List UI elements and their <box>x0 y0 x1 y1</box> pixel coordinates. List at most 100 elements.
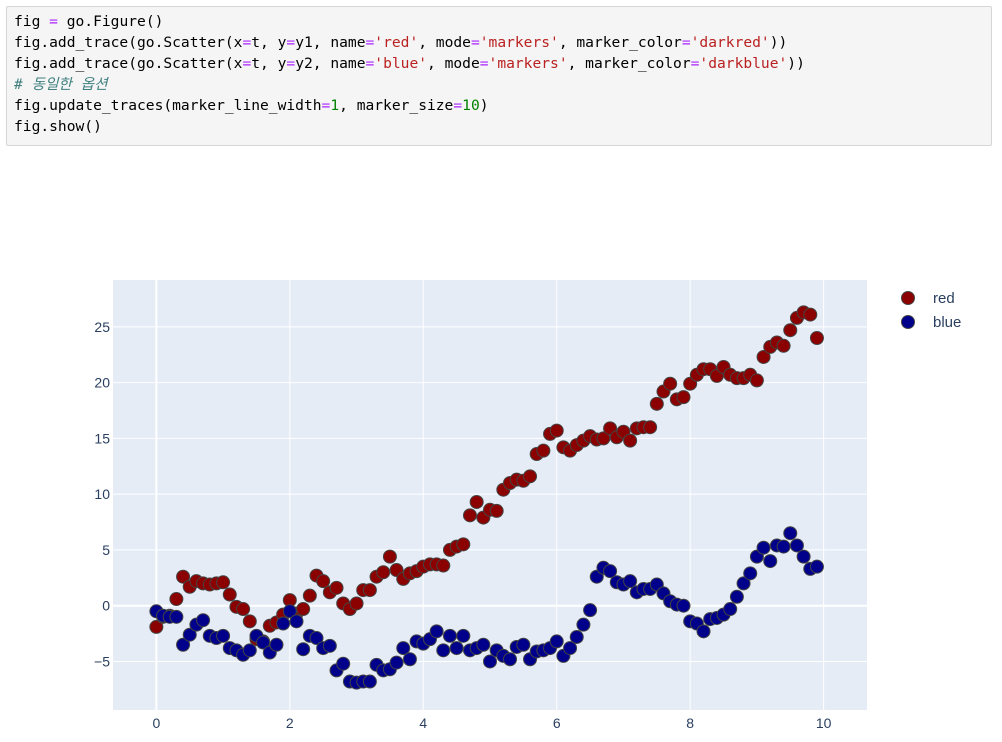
code-block: fig = go.Figure() fig.add_trace(go.Scatte… <box>14 11 984 137</box>
data-point-blue[interactable] <box>809 559 824 574</box>
data-point-blue[interactable] <box>723 602 738 617</box>
data-point-blue[interactable] <box>362 674 377 689</box>
data-point-blue[interactable] <box>309 631 324 646</box>
legend-blue-marker <box>901 315 915 329</box>
data-point-blue[interactable] <box>696 624 711 639</box>
data-point-blue[interactable] <box>196 613 211 628</box>
data-point-red[interactable] <box>316 574 331 589</box>
data-point-red[interactable] <box>222 587 237 602</box>
data-point-red[interactable] <box>176 569 191 584</box>
data-point-red[interactable] <box>456 537 471 552</box>
data-point-blue[interactable] <box>269 637 284 652</box>
data-point-blue[interactable] <box>736 576 751 591</box>
data-point-blue[interactable] <box>476 637 491 652</box>
data-point-blue[interactable] <box>256 635 271 650</box>
data-point-red[interactable] <box>296 602 311 617</box>
data-point-red[interactable] <box>216 575 231 590</box>
data-point-red[interactable] <box>649 396 664 411</box>
data-point-red[interactable] <box>302 588 317 603</box>
data-point-blue[interactable] <box>776 539 791 554</box>
data-point-blue[interactable] <box>623 574 638 589</box>
data-point-red[interactable] <box>663 376 678 391</box>
data-point-blue[interactable] <box>449 641 464 656</box>
data-point-blue[interactable] <box>783 526 798 541</box>
data-point-blue[interactable] <box>763 554 778 569</box>
data-point-red[interactable] <box>376 565 391 580</box>
data-point-blue[interactable] <box>563 641 578 656</box>
data-point-blue[interactable] <box>729 589 744 604</box>
data-point-blue[interactable] <box>483 654 497 669</box>
data-point-blue[interactable] <box>289 614 304 629</box>
data-point-red[interactable] <box>783 323 798 338</box>
data-point-red[interactable] <box>643 420 658 435</box>
data-point-blue[interactable] <box>216 628 231 643</box>
x-tick-label: 6 <box>553 715 561 731</box>
data-point-blue[interactable] <box>756 540 771 555</box>
code-token: , marker_color <box>567 55 691 72</box>
data-point-blue[interactable] <box>503 652 518 667</box>
data-point-blue[interactable] <box>242 643 257 658</box>
data-point-red[interactable] <box>349 596 364 611</box>
data-point-blue[interactable] <box>176 637 191 652</box>
code-cell[interactable]: fig = go.Figure() fig.add_trace(go.Scatte… <box>6 6 992 146</box>
data-point-blue[interactable] <box>336 656 351 671</box>
data-point-blue[interactable] <box>429 624 444 639</box>
data-point-red[interactable] <box>756 349 771 364</box>
y-tick-label: 20 <box>94 375 110 391</box>
data-point-blue[interactable] <box>282 604 297 619</box>
data-point-blue[interactable] <box>396 641 411 656</box>
data-point-blue[interactable] <box>569 629 584 644</box>
data-point-red[interactable] <box>329 580 344 595</box>
data-point-red[interactable] <box>803 307 818 322</box>
data-point-blue[interactable] <box>296 642 311 657</box>
data-point-red[interactable] <box>776 338 791 353</box>
data-point-blue[interactable] <box>549 634 564 649</box>
data-point-blue[interactable] <box>442 628 457 643</box>
data-point-blue[interactable] <box>796 549 811 564</box>
data-point-blue[interactable] <box>603 564 618 579</box>
data-point-blue[interactable] <box>583 603 598 618</box>
data-point-red[interactable] <box>749 373 764 388</box>
data-point-red[interactable] <box>436 558 451 573</box>
data-point-red[interactable] <box>149 619 164 634</box>
data-point-red[interactable] <box>169 592 184 607</box>
data-point-red[interactable] <box>236 602 251 617</box>
data-point-red[interactable] <box>362 583 377 598</box>
legend-item-blue[interactable]: blue <box>901 314 962 331</box>
data-point-blue[interactable] <box>436 643 451 658</box>
data-point-blue[interactable] <box>576 617 591 632</box>
data-point-blue[interactable] <box>322 638 337 653</box>
data-point-blue[interactable] <box>789 538 804 553</box>
data-point-blue[interactable] <box>456 628 471 643</box>
data-point-blue[interactable] <box>676 598 691 613</box>
data-point-red[interactable] <box>382 549 397 564</box>
code-token: , mode <box>418 34 471 51</box>
data-point-red[interactable] <box>242 614 257 629</box>
legend-item-red[interactable]: red <box>901 290 955 307</box>
data-point-red[interactable] <box>623 433 638 448</box>
data-point-blue[interactable] <box>276 616 291 631</box>
code-token: 'darkred' <box>690 34 770 51</box>
code-token: 'red' <box>374 34 419 51</box>
data-point-blue[interactable] <box>743 566 758 581</box>
legend[interactable]: red blue <box>901 290 962 331</box>
data-point-red[interactable] <box>536 443 551 458</box>
code-line: # 동일한 옵션 <box>14 74 984 95</box>
y-tick-label: 15 <box>94 430 110 446</box>
data-point-red[interactable] <box>523 469 538 484</box>
data-point-blue[interactable] <box>182 627 197 642</box>
code-token: fig.add_trace(go.Scatter(x <box>14 55 243 72</box>
data-point-blue[interactable] <box>169 609 184 624</box>
data-point-red[interactable] <box>549 423 564 438</box>
x-tick-label: 2 <box>286 715 294 731</box>
code-line: fig.add_trace(go.Scatter(x=t, y=y2, name… <box>14 53 984 74</box>
code-token: ) <box>479 97 489 114</box>
data-point-red[interactable] <box>489 503 504 518</box>
data-point-blue[interactable] <box>389 655 404 670</box>
data-point-blue[interactable] <box>516 637 531 652</box>
data-point-blue[interactable] <box>402 652 417 667</box>
data-point-red[interactable] <box>676 390 691 405</box>
data-point-red[interactable] <box>462 508 477 523</box>
data-point-red[interactable] <box>809 331 824 346</box>
data-point-red[interactable] <box>469 494 484 509</box>
